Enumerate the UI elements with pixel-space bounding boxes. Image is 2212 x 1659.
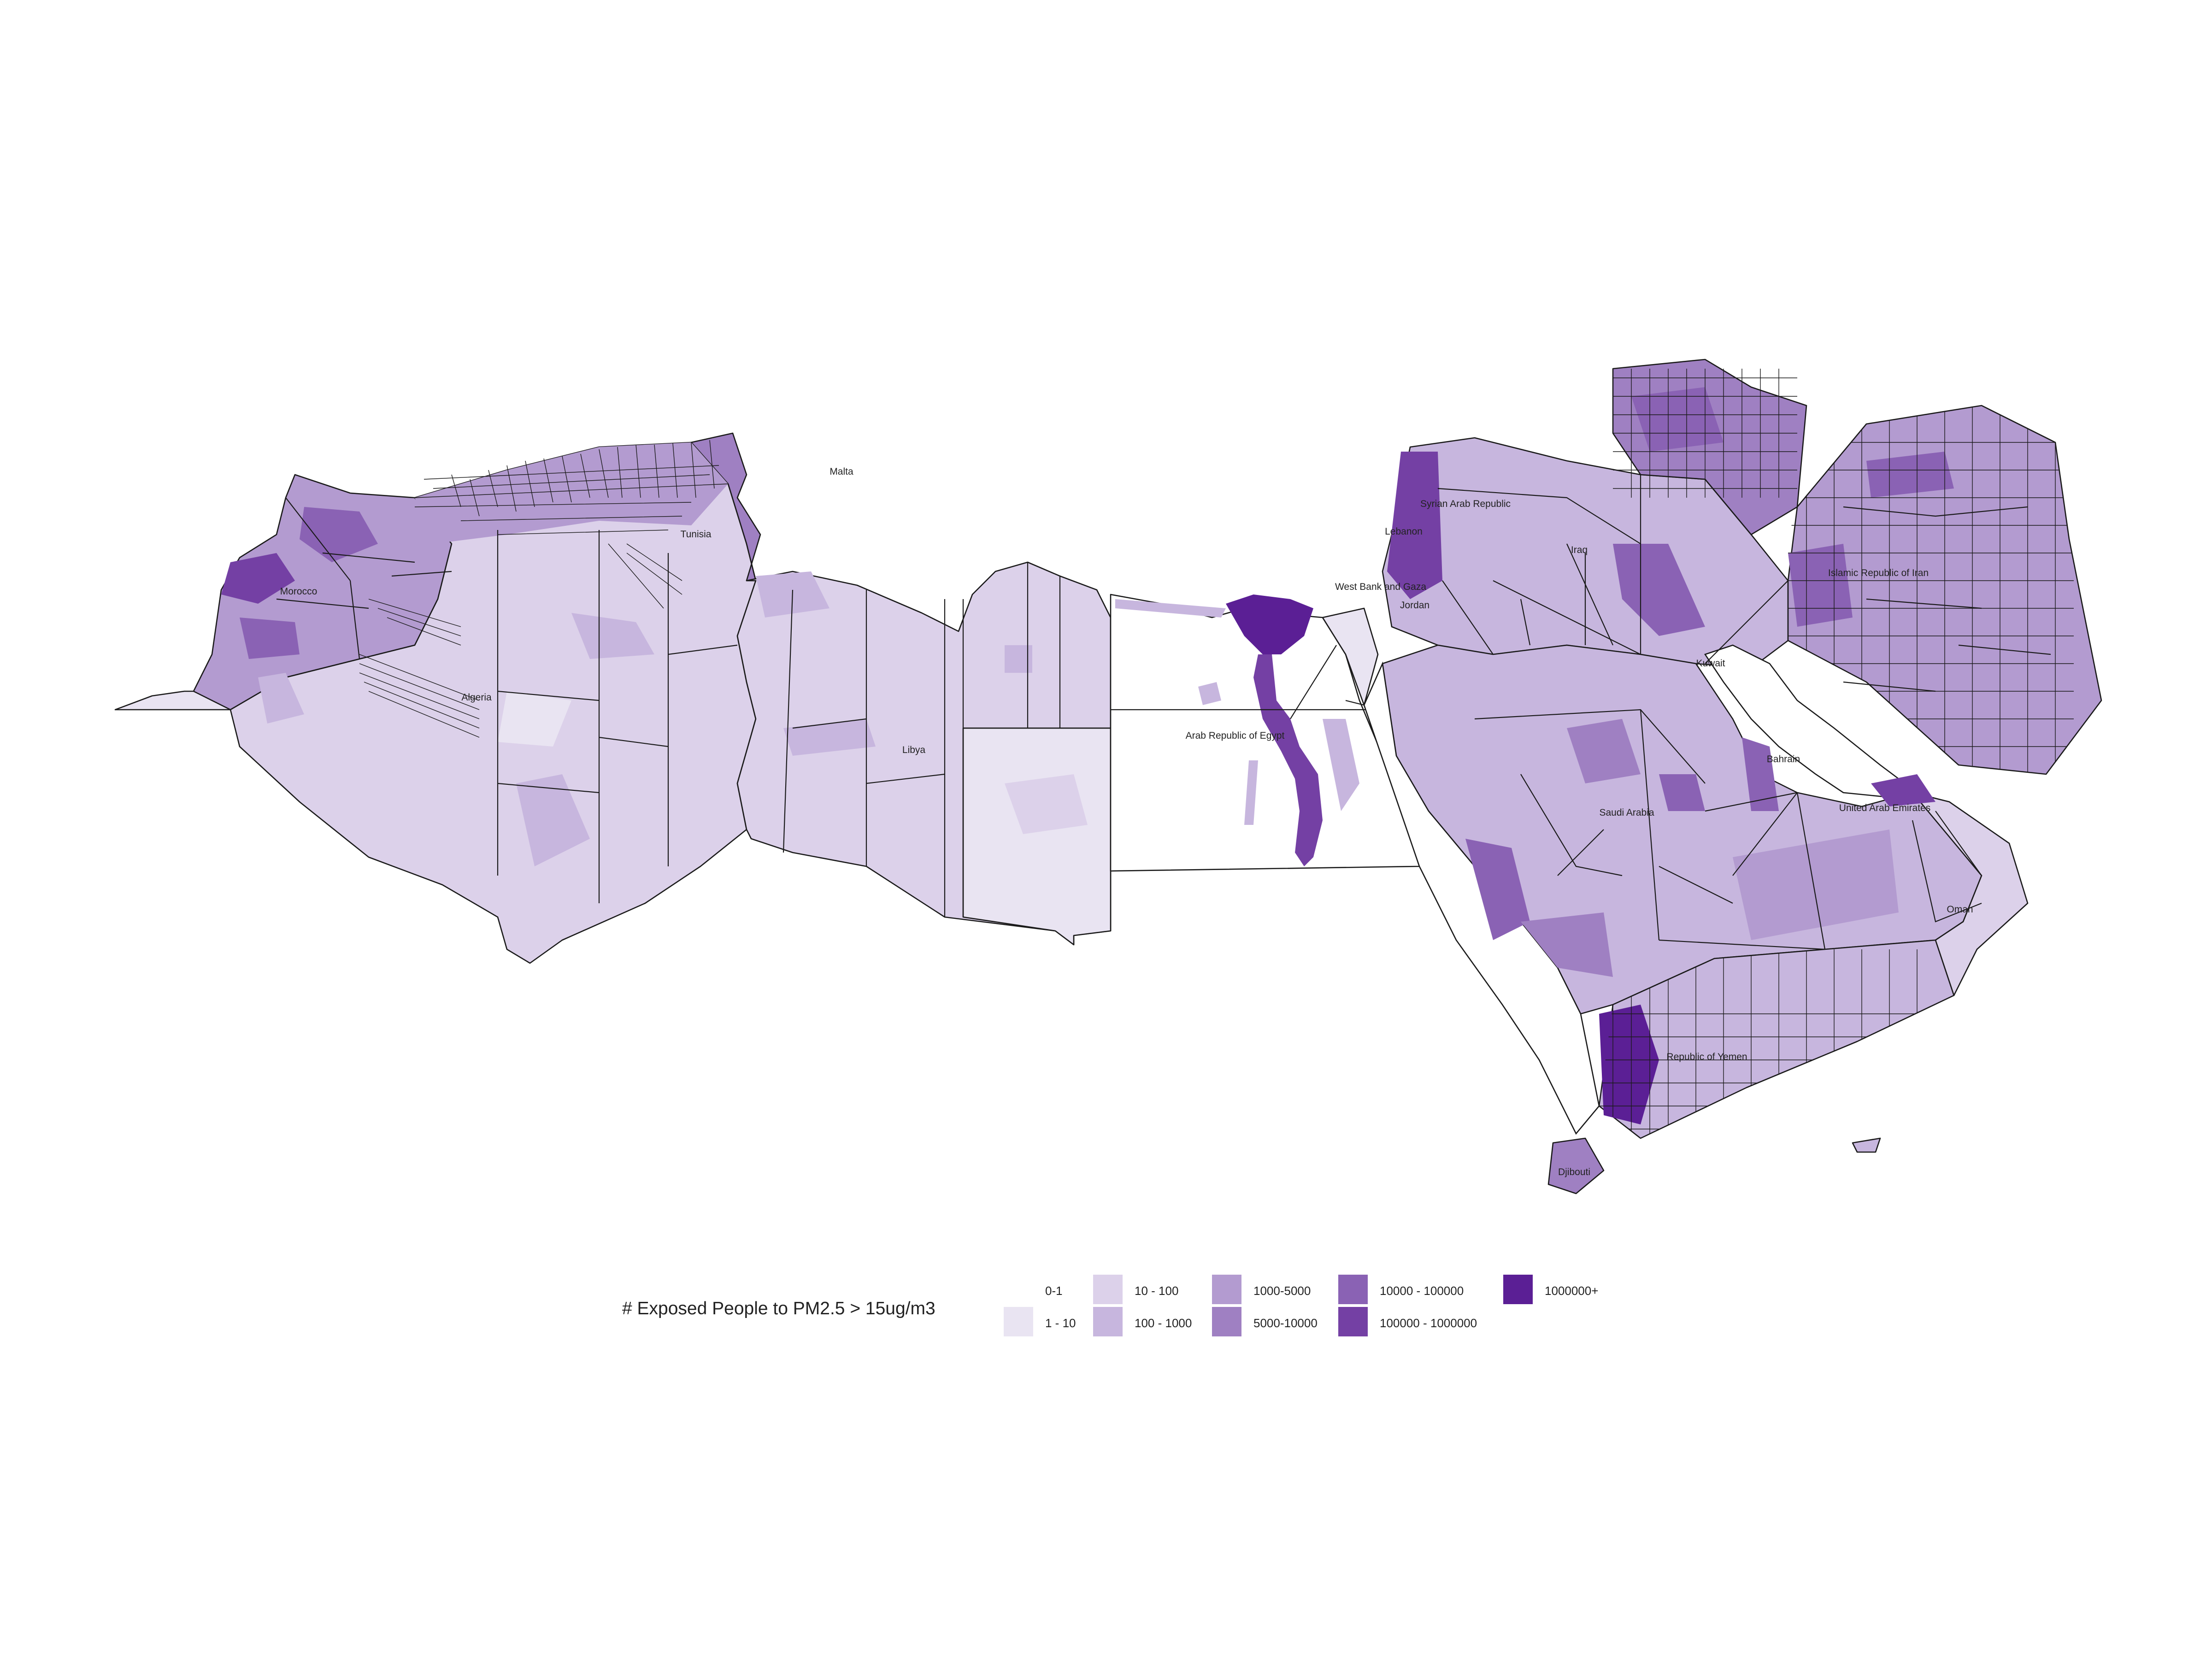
libya-patch-4 <box>1005 774 1088 834</box>
label-algeria: Algeria <box>461 692 492 703</box>
saudi-central-patch <box>1567 719 1641 783</box>
label-syria: Syrian Arab Republic <box>1420 499 1511 509</box>
legend-title: # Exposed People to PM2.5 > 15ug/m3 <box>622 1299 935 1318</box>
legend-label-1000000-plus: 1000000+ <box>1545 1284 1598 1298</box>
label-djibouti: Djibouti <box>1558 1167 1590 1177</box>
legend-swatch-1000-5000 <box>1212 1275 1241 1304</box>
label-oman: Oman <box>1947 904 1973 915</box>
legend-swatch-10000-100000 <box>1338 1275 1368 1304</box>
north-africa-group <box>114 432 1420 964</box>
legend-swatch-100000-1000000 <box>1338 1307 1368 1336</box>
algeria-west-hatch <box>359 599 480 738</box>
country-labels: Malta Morocco Algeria Tunisia Libya Arab… <box>280 466 1973 1177</box>
algeria-patch-3 <box>498 691 571 747</box>
yemen-west-hotspot <box>1599 1005 1659 1124</box>
legend-label-10-100: 10 - 100 <box>1135 1284 1178 1298</box>
iran-hotspot-west <box>1788 544 1853 627</box>
saudi-south-patch <box>1521 912 1613 977</box>
label-uae: United Arab Emirates <box>1839 803 1930 813</box>
middle-east-internal-borders <box>1437 475 2051 950</box>
egypt-patch-mid <box>1244 760 1258 825</box>
algeria-patch-2 <box>516 774 590 866</box>
legend-swatch-1000000-plus <box>1503 1275 1533 1304</box>
libya-patch-1 <box>783 719 876 756</box>
red-sea <box>1363 661 1600 1135</box>
label-bahrain: Bahrain <box>1767 754 1800 765</box>
label-iraq: Iraq <box>1571 545 1588 555</box>
egypt-patch-west <box>1198 682 1221 705</box>
region-libya-southeast <box>962 727 1112 946</box>
legend-swatch-100-1000 <box>1093 1307 1123 1336</box>
region-socotra <box>1852 1137 1881 1153</box>
region-yemen <box>1598 939 1955 1139</box>
label-saudi: Saudi Arabia <box>1599 807 1654 818</box>
saudi-riyadh <box>1659 774 1705 811</box>
region-oman <box>1912 792 2029 996</box>
uae-hotspot <box>1871 774 1936 806</box>
legend-swatch-0-1 <box>1004 1275 1033 1304</box>
legend: # Exposed People to PM2.5 > 15ug/m3 0-1 … <box>622 1275 1598 1336</box>
iran-hotspot-north <box>1866 452 1954 498</box>
label-morocco: Morocco <box>280 586 318 597</box>
label-yemen: Republic of Yemen <box>1666 1052 1747 1062</box>
saudi-southeast-dotted <box>1733 830 1899 940</box>
iraq-hotspot <box>1613 544 1705 636</box>
label-kuwait: Kuwait <box>1696 658 1725 669</box>
label-tunisia: Tunisia <box>681 529 712 540</box>
legend-label-100-1000: 100 - 1000 <box>1135 1316 1192 1330</box>
label-malta: Malta <box>830 466 853 477</box>
algeria-patch-1 <box>571 613 654 659</box>
saudi-east-coast <box>1742 737 1779 811</box>
label-egypt: Arab Republic of Egypt <box>1186 730 1285 741</box>
caucasus-hotspot <box>1631 387 1724 452</box>
egypt-coast-strip <box>1115 599 1226 618</box>
legend-label-10000-100000: 10000 - 100000 <box>1380 1284 1464 1298</box>
legend-label-0-1: 0-1 <box>1045 1284 1063 1298</box>
saudi-west-coast <box>1465 839 1530 940</box>
region-tunisia <box>690 432 761 582</box>
legend-swatch-1-10 <box>1004 1307 1033 1336</box>
morocco-hotspot-2 <box>300 507 378 562</box>
region-djibouti <box>1547 1137 1605 1194</box>
label-iran: Islamic Republic of Iran <box>1828 568 1929 578</box>
label-lebanon: Lebanon <box>1385 526 1423 537</box>
middle-east-group <box>1363 359 2102 1194</box>
algeria-tunisia-admin-mesh <box>414 440 729 609</box>
caucasus-admin-mesh <box>1613 369 1797 498</box>
nile-valley <box>1253 654 1323 866</box>
morocco-hotspot-1 <box>221 553 295 604</box>
algeria-coast-band <box>415 442 728 544</box>
egypt-patch-east <box>1323 719 1359 811</box>
algeria-patch-4 <box>258 673 304 724</box>
morocco-hotspot-3 <box>240 618 300 659</box>
legend-label-100000-1000000: 100000 - 1000000 <box>1380 1316 1477 1330</box>
legend-swatch-10-100 <box>1093 1275 1123 1304</box>
levant-hotspot <box>1387 452 1442 599</box>
region-sinai <box>1322 607 1379 706</box>
legend-label-1000-5000: 1000-5000 <box>1253 1284 1311 1298</box>
legend-label-1-10: 1 - 10 <box>1045 1316 1076 1330</box>
label-jordan: Jordan <box>1400 600 1430 611</box>
nile-delta <box>1226 594 1313 654</box>
label-westbank: West Bank and Gaza <box>1335 582 1426 592</box>
legend-swatch-5000-10000 <box>1212 1307 1241 1336</box>
libya-patch-3 <box>1005 645 1032 673</box>
label-libya: Libya <box>902 745 926 755</box>
legend-label-5000-10000: 5000-10000 <box>1253 1316 1318 1330</box>
